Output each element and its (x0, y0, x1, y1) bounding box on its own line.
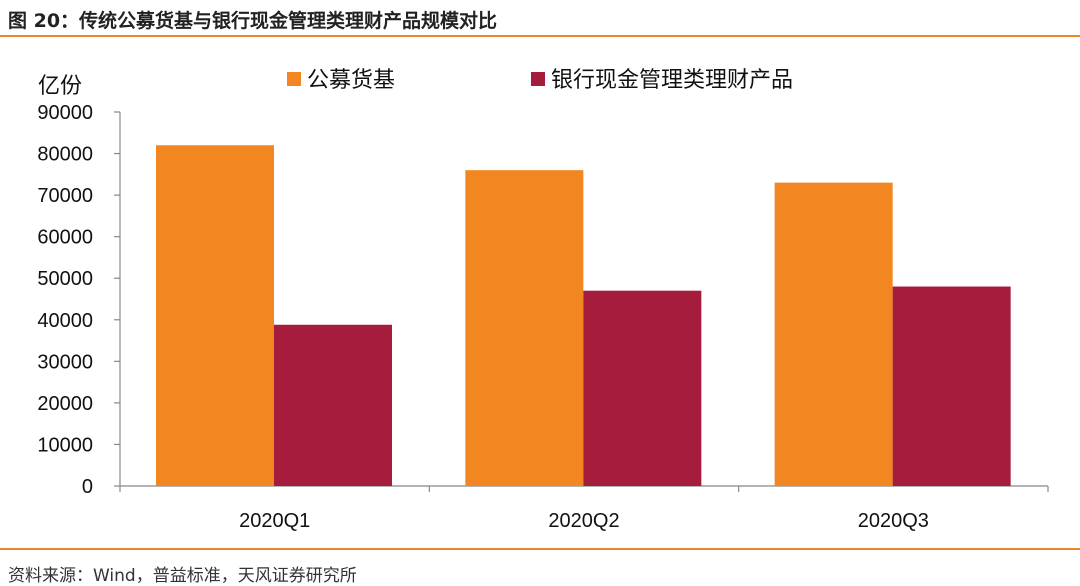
figure-title: 图 20：传统公募货基与银行现金管理类理财产品规模对比 (8, 10, 498, 32)
legend-swatch (287, 72, 301, 86)
y-tick-label: 90000 (37, 102, 93, 124)
title-rule (0, 35, 1080, 37)
y-tick-label: 60000 (37, 227, 93, 249)
bar-bank-cash-wm (583, 290, 702, 486)
y-tick-label: 10000 (37, 434, 93, 456)
y-tick-label: 50000 (37, 268, 93, 290)
y-axis-unit-label: 亿份 (38, 74, 82, 99)
y-tick-label: 30000 (37, 351, 93, 373)
bar-money-fund (156, 145, 274, 486)
source-note: 资料来源：Wind，普益标准，天风证券研究所 (8, 566, 357, 586)
bar-money-fund (465, 170, 584, 486)
bar-bank-cash-wm (274, 324, 392, 486)
y-tick-label: 70000 (37, 185, 93, 207)
bar-bank-cash-wm (892, 286, 1011, 486)
x-tick-label: 2020Q3 (858, 510, 929, 532)
x-axis: 2020Q1 2020Q2 2020Q3 (119, 485, 1049, 532)
legend-label: 公募货基 (307, 68, 395, 93)
bars (156, 145, 1011, 486)
x-tick-label: 2020Q2 (548, 510, 619, 532)
source-rule (0, 548, 1080, 550)
bar-money-fund (774, 182, 893, 486)
y-tick-label: 20000 (37, 393, 93, 415)
y-tick-label: 0 (82, 476, 93, 498)
legend-label: 银行现金管理类理财产品 (551, 68, 793, 93)
y-tick-label: 40000 (37, 310, 93, 332)
legend-swatch (531, 72, 545, 86)
legend: 公募货基 银行现金管理类理财产品 (287, 68, 793, 93)
y-tick-label: 80000 (37, 144, 93, 166)
x-tick-label: 2020Q1 (239, 510, 310, 532)
y-axis: 0 10000 20000 30000 40000 50000 60000 70000 8000… (37, 102, 121, 498)
